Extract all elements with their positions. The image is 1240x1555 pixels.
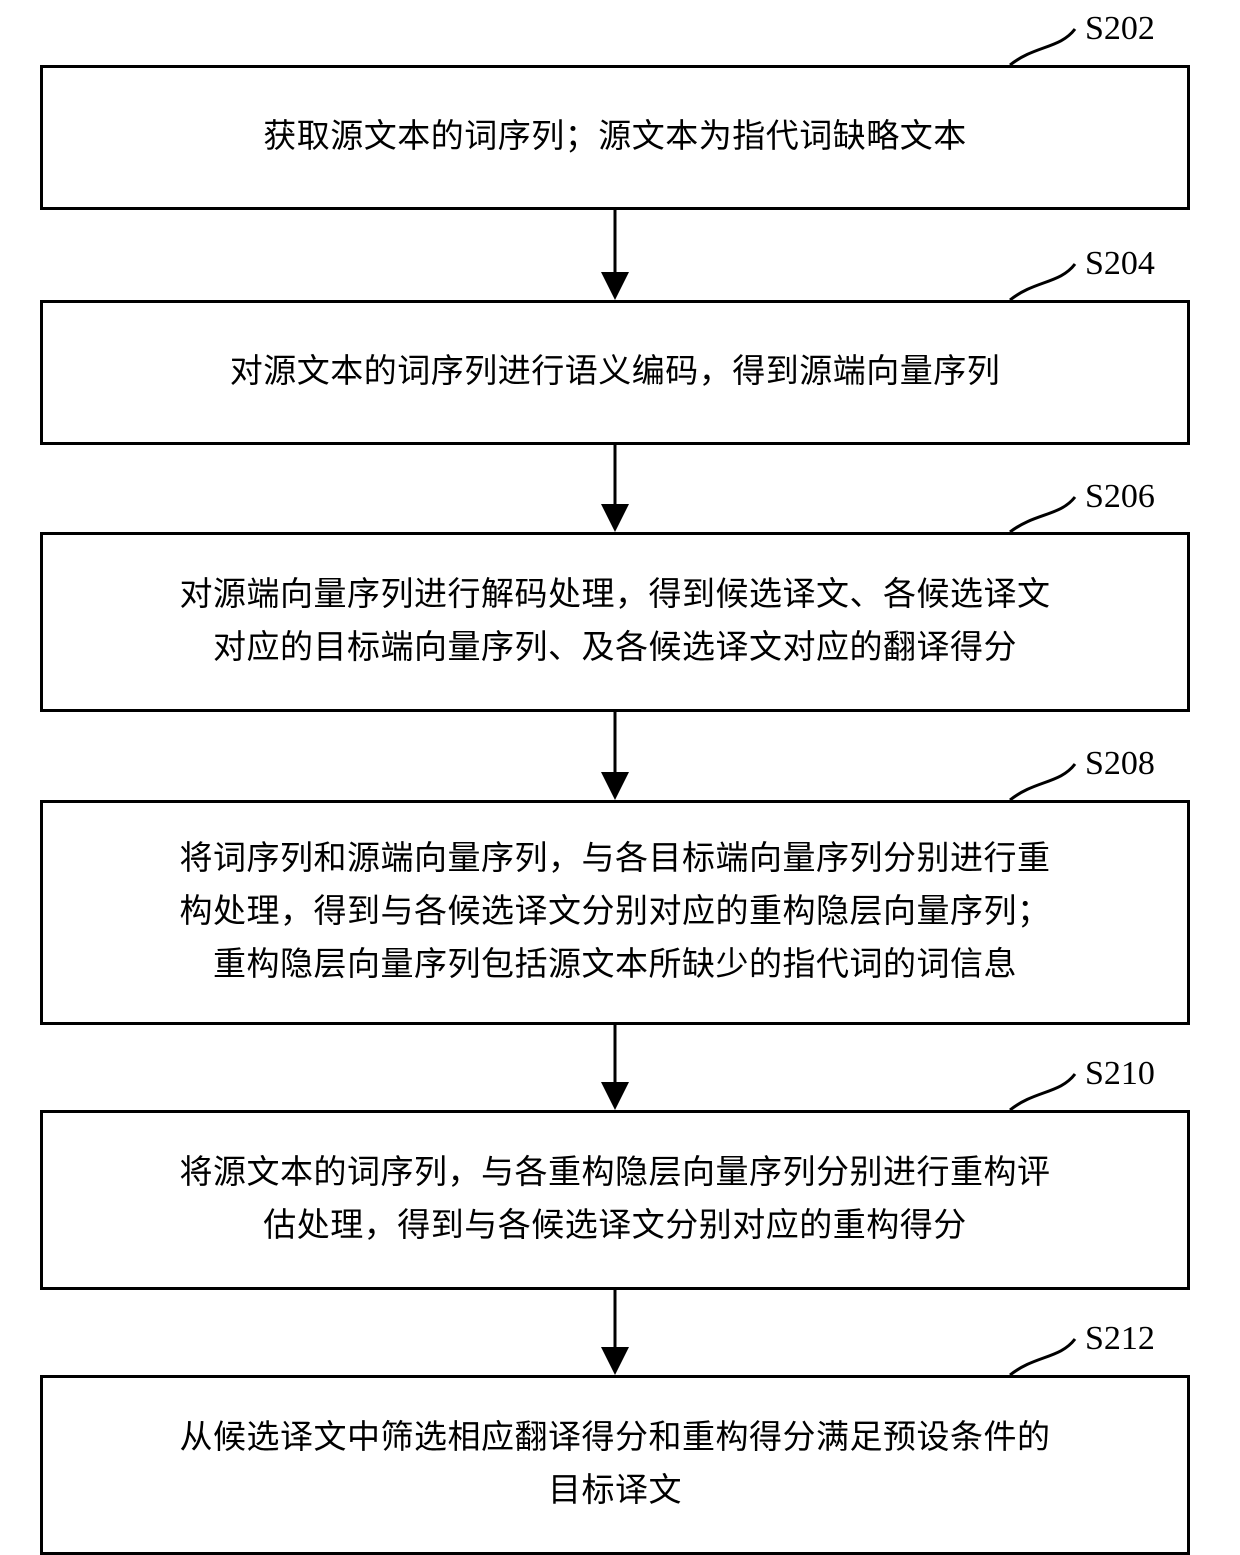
flow-node-text: 获取源文本的词序列；源文本为指代词缺略文本 — [263, 111, 967, 164]
flow-node-s206: 对源端向量序列进行解码处理，得到候选译文、各候选译文 对应的目标端向量序列、及各… — [40, 532, 1190, 712]
leader-line-s202 — [1000, 19, 1085, 75]
step-label-s204: S204 — [1085, 245, 1155, 283]
flowchart-canvas: 获取源文本的词序列；源文本为指代词缺略文本 S202 对源文本的词序列进行语义编码，… — [0, 0, 1240, 1522]
flow-node-s210: 将源文本的词序列，与各重构隐层向量序列分别进行重构评 估处理，得到与各候选译文分… — [40, 1110, 1190, 1290]
flow-node-text: 从候选译文中筛选相应翻译得分和重构得分满足预设条件的 目标译文 — [180, 1412, 1051, 1518]
step-label-s202: S202 — [1085, 10, 1155, 48]
leader-line-s208 — [1000, 754, 1085, 810]
flow-arrow-1 — [587, 445, 643, 532]
flow-arrow-3 — [587, 1025, 643, 1110]
flow-arrow-0 — [587, 210, 643, 300]
flow-node-s212: 从候选译文中筛选相应翻译得分和重构得分满足预设条件的 目标译文 — [40, 1375, 1190, 1555]
flow-node-text: 对源文本的词序列进行语义编码，得到源端向量序列 — [230, 346, 1001, 399]
flow-arrow-2 — [587, 712, 643, 800]
flow-node-s208: 将词序列和源端向量序列，与各目标端向量序列分别进行重 构处理，得到与各候选译文分… — [40, 800, 1190, 1025]
flow-node-s202: 获取源文本的词序列；源文本为指代词缺略文本 — [40, 65, 1190, 210]
flow-node-text: 对源端向量序列进行解码处理，得到候选译文、各候选译文 对应的目标端向量序列、及各… — [180, 569, 1051, 675]
leader-line-s210 — [1000, 1064, 1085, 1120]
flow-node-s204: 对源文本的词序列进行语义编码，得到源端向量序列 — [40, 300, 1190, 445]
flow-arrow-4 — [587, 1290, 643, 1375]
step-label-s212: S212 — [1085, 1320, 1155, 1358]
leader-line-s206 — [1000, 487, 1085, 542]
leader-line-s212 — [1000, 1329, 1085, 1385]
step-label-s210: S210 — [1085, 1055, 1155, 1093]
flow-node-text: 将源文本的词序列，与各重构隐层向量序列分别进行重构评 估处理，得到与各候选译文分… — [180, 1147, 1051, 1253]
step-label-s208: S208 — [1085, 745, 1155, 783]
leader-line-s204 — [1000, 254, 1085, 310]
flow-node-text: 将词序列和源端向量序列，与各目标端向量序列分别进行重 构处理，得到与各候选译文分… — [180, 833, 1051, 991]
step-label-s206: S206 — [1085, 478, 1155, 516]
